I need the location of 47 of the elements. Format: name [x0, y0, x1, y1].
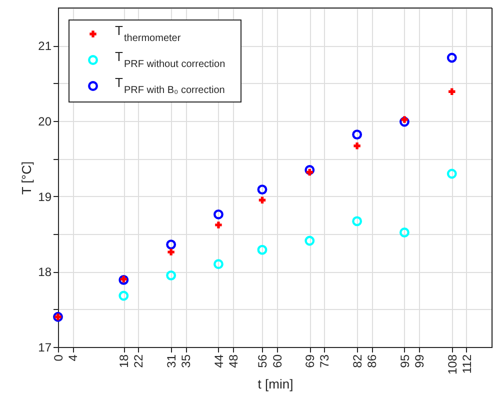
x-tick-label: 56	[256, 354, 270, 368]
y-tick-label: 17	[38, 340, 52, 354]
y-axis-title: T [°C]	[19, 161, 34, 195]
x-axis-title: t [min]	[258, 376, 294, 392]
y-tick-label: 21	[38, 39, 52, 54]
x-tick-label: 60	[270, 354, 284, 368]
x-tick-label: 86	[365, 354, 380, 368]
point	[352, 216, 362, 226]
point	[257, 184, 268, 195]
point	[214, 209, 224, 220]
y-tick-label: 19	[38, 190, 52, 204]
point	[446, 52, 457, 63]
x-tick-label: 82	[350, 354, 365, 368]
point	[304, 236, 315, 246]
point	[354, 142, 360, 150]
point	[258, 196, 266, 204]
point	[352, 130, 362, 140]
point	[166, 270, 176, 280]
point	[446, 168, 457, 179]
x-tick-label: 22	[132, 354, 146, 368]
point	[306, 168, 313, 176]
x-tick-label: 69	[303, 354, 318, 368]
point	[400, 116, 410, 127]
point	[166, 240, 176, 250]
point	[400, 228, 410, 238]
point	[304, 165, 315, 175]
point	[168, 248, 174, 256]
x-tick-label: 4	[66, 354, 80, 362]
point	[214, 259, 224, 270]
x-tick-label: 18	[117, 354, 132, 368]
point	[257, 244, 268, 255]
y-tick-label: 18	[38, 265, 52, 280]
x-tick-label: 35	[179, 354, 194, 368]
x-tick-label: 112	[460, 354, 474, 374]
x-tick-label: 95	[398, 354, 412, 368]
x-tick-label: 108	[445, 354, 460, 375]
y-tick-label: 20	[38, 114, 52, 128]
x-tick-label: 48	[226, 354, 241, 368]
x-tick-label: 0	[52, 354, 66, 362]
point	[401, 116, 408, 123]
point	[118, 290, 129, 301]
x-tick-label: 44	[212, 354, 226, 368]
x-tick-label: 73	[318, 354, 332, 368]
x-tick-label: 31	[164, 354, 179, 368]
point	[448, 88, 456, 95]
x-tick-label: 99	[412, 354, 427, 368]
point	[215, 222, 222, 228]
